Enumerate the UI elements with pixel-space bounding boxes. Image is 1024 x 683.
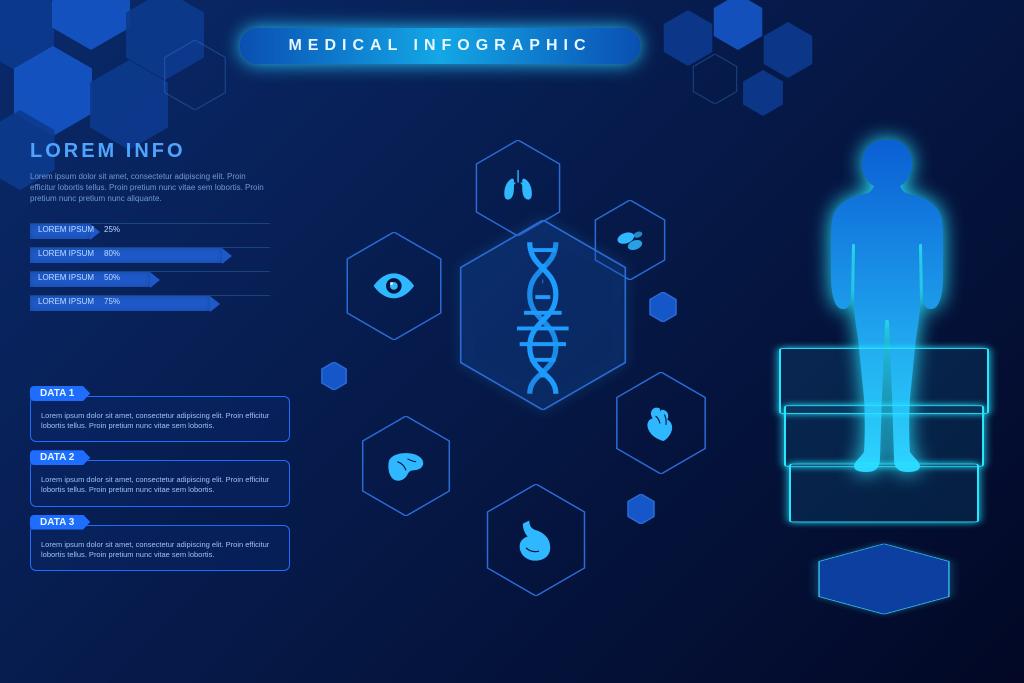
hex-liver <box>356 416 456 516</box>
hex-deco3 <box>320 362 348 390</box>
dna-icon <box>501 228 585 403</box>
bar-value: 50% <box>104 273 120 282</box>
bg-hexagon <box>690 54 740 104</box>
bar-label: LOREM IPSUM <box>38 225 94 234</box>
bg-hexagon <box>160 40 230 110</box>
bar-value: 25% <box>104 225 120 234</box>
bar-label: LOREM IPSUM <box>38 273 94 282</box>
bar-row: LOREM IPSUM 75% <box>30 295 270 311</box>
human-panel <box>774 130 994 650</box>
data-body: Lorem ipsum dolor sit amet, consectetur … <box>41 411 279 431</box>
infographic-canvas: MEDICAL INFOGRAPHIC LOREM INFO Lorem ipsum… <box>0 0 1024 683</box>
title-bar: MEDICAL INFOGRAPHIC <box>240 28 640 64</box>
title-text: MEDICAL INFOGRAPHIC <box>288 37 591 55</box>
lungs-icon <box>496 166 540 210</box>
hex-eye <box>340 232 448 340</box>
liver-icon <box>383 443 429 489</box>
bar-label: LOREM IPSUM <box>38 297 94 306</box>
hex-deco1 <box>648 292 678 322</box>
data-box: DATA 2Lorem ipsum dolor sit amet, consec… <box>30 460 290 506</box>
data-body: Lorem ipsum dolor sit amet, consectetur … <box>41 475 279 495</box>
hex-heart <box>610 372 712 474</box>
data-tag: DATA 3 <box>30 515 90 530</box>
scan-layer <box>779 348 989 414</box>
data-boxes: DATA 1Lorem ipsum dolor sit amet, consec… <box>30 396 290 589</box>
bar-label: LOREM IPSUM <box>38 249 94 258</box>
data-tag: DATA 2 <box>30 450 90 465</box>
bg-hexagon <box>710 0 766 50</box>
bar-value: 80% <box>104 249 120 258</box>
info-section: LOREM INFO Lorem ipsum dolor sit amet, co… <box>30 140 270 319</box>
info-body: Lorem ipsum dolor sit amet, consectetur … <box>30 171 270 205</box>
bar-value: 75% <box>104 297 120 306</box>
data-body: Lorem ipsum dolor sit amet, consectetur … <box>41 540 279 560</box>
bar-row: LOREM IPSUM 25% <box>30 223 270 239</box>
stomach-icon <box>510 514 562 566</box>
eye-icon <box>369 261 419 311</box>
bar-row: LOREM IPSUM 50% <box>30 271 270 287</box>
hex-cluster <box>330 140 750 600</box>
data-box: DATA 1Lorem ipsum dolor sit amet, consec… <box>30 396 290 442</box>
bg-hexagon <box>740 70 786 116</box>
scan-layer <box>784 405 984 466</box>
heart-icon <box>638 400 685 447</box>
data-tag: DATA 1 <box>30 386 90 401</box>
hex-deco2 <box>626 494 656 524</box>
scan-layer <box>789 464 979 523</box>
hex-stomach <box>480 484 592 596</box>
data-box: DATA 3Lorem ipsum dolor sit amet, consec… <box>30 525 290 571</box>
bar-row: LOREM IPSUM 80% <box>30 247 270 263</box>
info-title: LOREM INFO <box>30 140 270 163</box>
